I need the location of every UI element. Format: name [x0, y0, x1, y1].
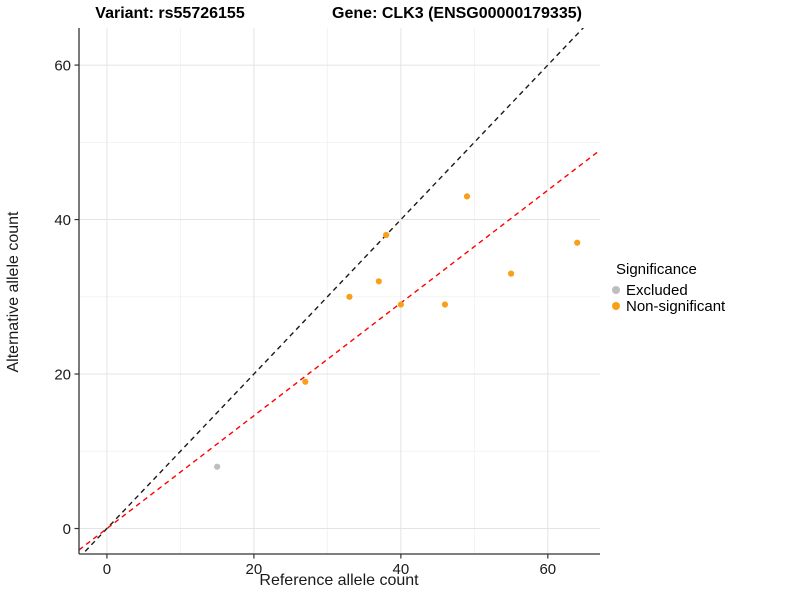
data-point-non-significant	[507, 270, 515, 277]
data-point-non-significant	[346, 293, 353, 300]
legend-item-excluded: Excluded	[610, 281, 725, 299]
legend-title: Significance	[616, 261, 697, 278]
identity-line	[81, 28, 585, 554]
legend-item-non-significant: Non-significant	[610, 297, 726, 315]
legend-dot-icon	[612, 302, 620, 310]
data-point-non-significant	[441, 301, 449, 308]
legend-dot-icon	[612, 286, 620, 294]
y-tick-label: 20	[54, 367, 71, 384]
x-tick-label: 0	[103, 561, 111, 578]
data-point-non-significant	[383, 231, 390, 239]
x-tick-label: 60	[539, 561, 556, 578]
y-tick-label: 40	[54, 212, 71, 229]
legend-item-label: Excluded	[626, 281, 688, 299]
ratio-line	[79, 149, 600, 551]
data-point-excluded	[214, 463, 221, 470]
data-point-non-significant	[302, 378, 309, 385]
legend: Significance Excluded Non-significant	[610, 261, 726, 315]
legend-rows: Excluded Non-significant	[610, 281, 726, 315]
x-tick-label: 20	[246, 561, 263, 578]
data-point-non-significant	[397, 301, 404, 308]
x-axis-label: Reference allele count	[259, 572, 419, 589]
legend-item-label: Non-significant	[626, 297, 726, 315]
data-point-non-significant	[574, 239, 581, 246]
plot-title-gene: Gene: CLK3 (ENSG00000179335)	[332, 5, 582, 22]
plot-title-variant: Variant: rs55726155	[95, 5, 245, 22]
x-tick-label: 40	[393, 561, 410, 578]
y-tick-label: 60	[54, 58, 71, 75]
data-point-non-significant	[375, 278, 382, 285]
y-axis-label: Alternative allele count	[5, 211, 22, 373]
data-point-non-significant	[463, 193, 471, 200]
y-tick-label: 0	[63, 521, 71, 538]
